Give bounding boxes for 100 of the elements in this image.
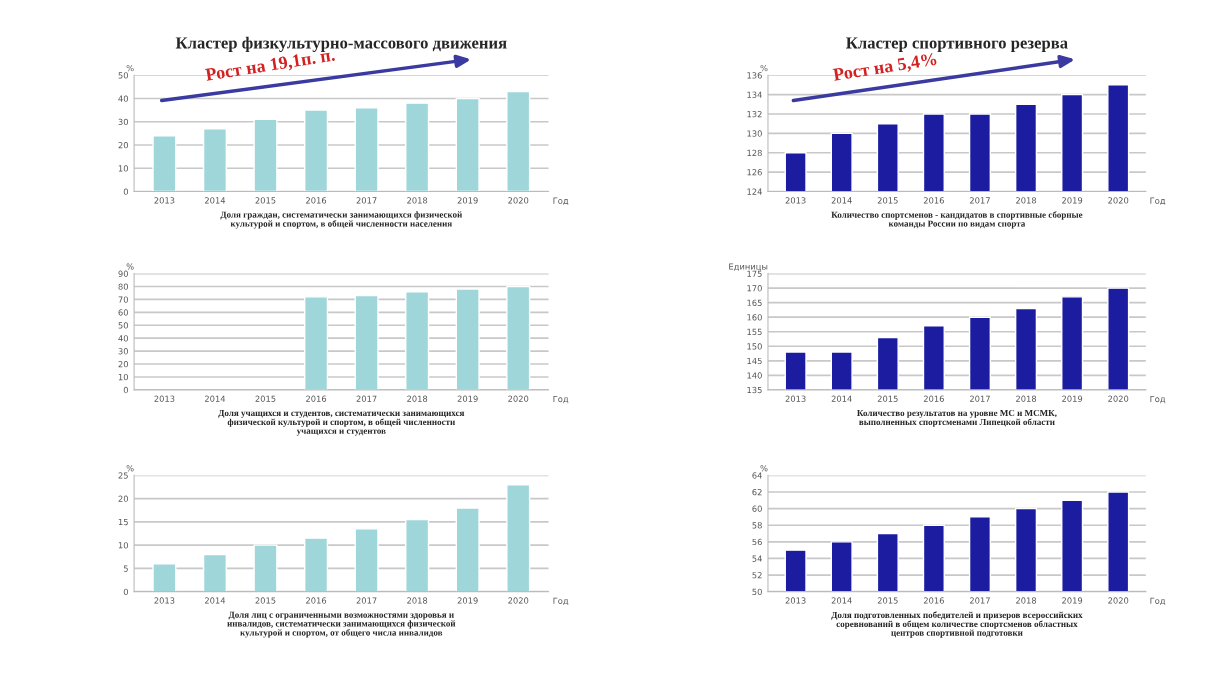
y-tick-label: 130 <box>747 130 762 137</box>
x-tick-label: 2019 <box>1062 597 1083 604</box>
y-tick-label: 50 <box>118 322 128 329</box>
text: Доля граждан, систематически занимающихся физической культурой и спортом, в общей численности населения <box>220 211 463 229</box>
x-tick-label: 2017 <box>356 395 377 402</box>
x-tick-label: 2019 <box>457 395 478 402</box>
chart-title: Кластер спортивного резерва <box>846 37 1068 52</box>
x-tick-label: 2015 <box>255 597 276 604</box>
x-tick-label: 2020 <box>1108 597 1129 604</box>
x-tick-label: 2013 <box>154 395 175 402</box>
x-tick-label: 2015 <box>255 395 276 402</box>
y-tick-label: 25 <box>118 472 128 479</box>
x-tick-label: 2018 <box>1016 395 1037 402</box>
y-tick-label: 155 <box>747 328 762 336</box>
x-axis-title: Год <box>1150 197 1166 205</box>
y-axis-title: % <box>126 263 134 270</box>
y-axis-title: % <box>760 65 768 72</box>
bar <box>354 528 379 592</box>
y-tick-label: 56 <box>752 538 762 546</box>
y-tick-label: 20 <box>118 495 128 502</box>
x-tick-label: 2016 <box>306 395 327 402</box>
x-axis-title: Год <box>1150 395 1166 404</box>
bar <box>303 296 329 390</box>
y-tick-label: 50 <box>752 588 762 595</box>
y-tick-label: 124 <box>747 188 762 195</box>
y-tick-label: 60 <box>752 505 762 512</box>
x-tick-label: 2016 <box>306 197 327 204</box>
y-tick-label: 145 <box>747 357 762 365</box>
y-tick-label: 10 <box>118 165 128 172</box>
y-axis-title: Единицы <box>729 263 768 271</box>
x-tick-label: 2016 <box>306 597 327 604</box>
y-tick-label: 126 <box>747 169 762 176</box>
y-tick-label: 132 <box>747 110 762 118</box>
y-tick-label: 165 <box>747 299 762 306</box>
y-tick-label: 0 <box>123 588 128 595</box>
annotation: Рост на 5,4% <box>832 52 938 84</box>
x-axis-title: Год <box>553 197 569 205</box>
text: Количество спортсменов - кандидатов в спортивные сборные команды России по видам спорта <box>831 211 1083 229</box>
bar <box>455 288 480 390</box>
y-tick-label: 40 <box>118 335 128 342</box>
y-tick-label: 52 <box>752 572 762 579</box>
y-tick-label: 128 <box>747 149 762 157</box>
y-axis-title: % <box>760 465 768 472</box>
text: Доля подготовленных победителей и призеров всероссийских соревнований в общем количестве спортсменов областных центров спортивной подготовки <box>831 611 1083 638</box>
x-tick-label: 2020 <box>508 395 529 402</box>
x-tick-label: 2013 <box>785 197 806 204</box>
y-tick-label: 30 <box>118 118 128 126</box>
x-tick-label: 2014 <box>204 197 226 204</box>
x-tick-label: 2018 <box>407 395 428 402</box>
x-tick-label: 2014 <box>831 197 852 204</box>
bar <box>253 118 278 192</box>
x-tick-label: 2016 <box>923 395 944 402</box>
x-tick-label: 2014 <box>204 597 226 604</box>
bar <box>455 507 480 592</box>
x-axis-title: Год <box>553 395 569 404</box>
y-axis-title: % <box>126 465 134 472</box>
x-tick-label: 2014 <box>831 395 852 402</box>
x-tick-label: 2018 <box>1016 197 1037 204</box>
bar <box>152 135 177 192</box>
y-tick-label: 40 <box>118 95 128 102</box>
x-tick-label: 2013 <box>154 197 175 204</box>
annotation: Рост на 19,1п. п. <box>204 52 336 81</box>
y-tick-label: 0 <box>123 386 128 394</box>
x-tick-label: 2018 <box>407 197 428 204</box>
x-tick-label: 2019 <box>457 597 478 604</box>
chart-title: Кластер физкультурно-массового движения <box>175 36 507 52</box>
y-tick-label: 90 <box>118 270 128 277</box>
y-tick-label: 175 <box>747 270 762 277</box>
y-tick-label: 80 <box>118 283 128 290</box>
y-axis-title: % <box>126 65 134 72</box>
x-tick-label: 2020 <box>508 197 529 204</box>
bar <box>354 294 379 390</box>
x-tick-label: 2020 <box>508 597 529 604</box>
x-tick-label: 2016 <box>923 597 944 604</box>
y-tick-label: 160 <box>747 314 762 321</box>
bar <box>152 563 177 592</box>
x-tick-label: 2017 <box>969 197 990 204</box>
y-tick-label: 136 <box>747 72 762 79</box>
y-tick-label: 150 <box>747 343 762 350</box>
text: Количество результатов на уровне МС и МСМК, выполненных спортсменами Липецкой области <box>857 409 1057 427</box>
y-tick-label: 60 <box>118 309 128 316</box>
x-tick-label: 2013 <box>785 395 806 402</box>
x-tick-label: 2014 <box>831 597 852 604</box>
x-tick-label: 2017 <box>969 395 990 402</box>
bar <box>202 128 228 192</box>
x-tick-label: 2015 <box>877 197 898 204</box>
y-tick-label: 54 <box>752 555 762 562</box>
x-tick-label: 2017 <box>356 197 377 204</box>
y-tick-label: 5 <box>123 565 128 572</box>
bar <box>455 97 480 192</box>
bar <box>354 107 379 192</box>
x-tick-label: 2020 <box>1108 395 1129 402</box>
y-tick-label: 30 <box>118 348 128 355</box>
x-tick-label: 2015 <box>877 395 898 402</box>
x-tick-label: 2016 <box>923 197 944 204</box>
y-tick-label: 10 <box>118 373 128 381</box>
y-tick-label: 135 <box>747 386 762 394</box>
x-tick-label: 2013 <box>154 597 175 604</box>
y-tick-label: 15 <box>118 518 128 526</box>
y-tick-label: 64 <box>752 472 762 479</box>
